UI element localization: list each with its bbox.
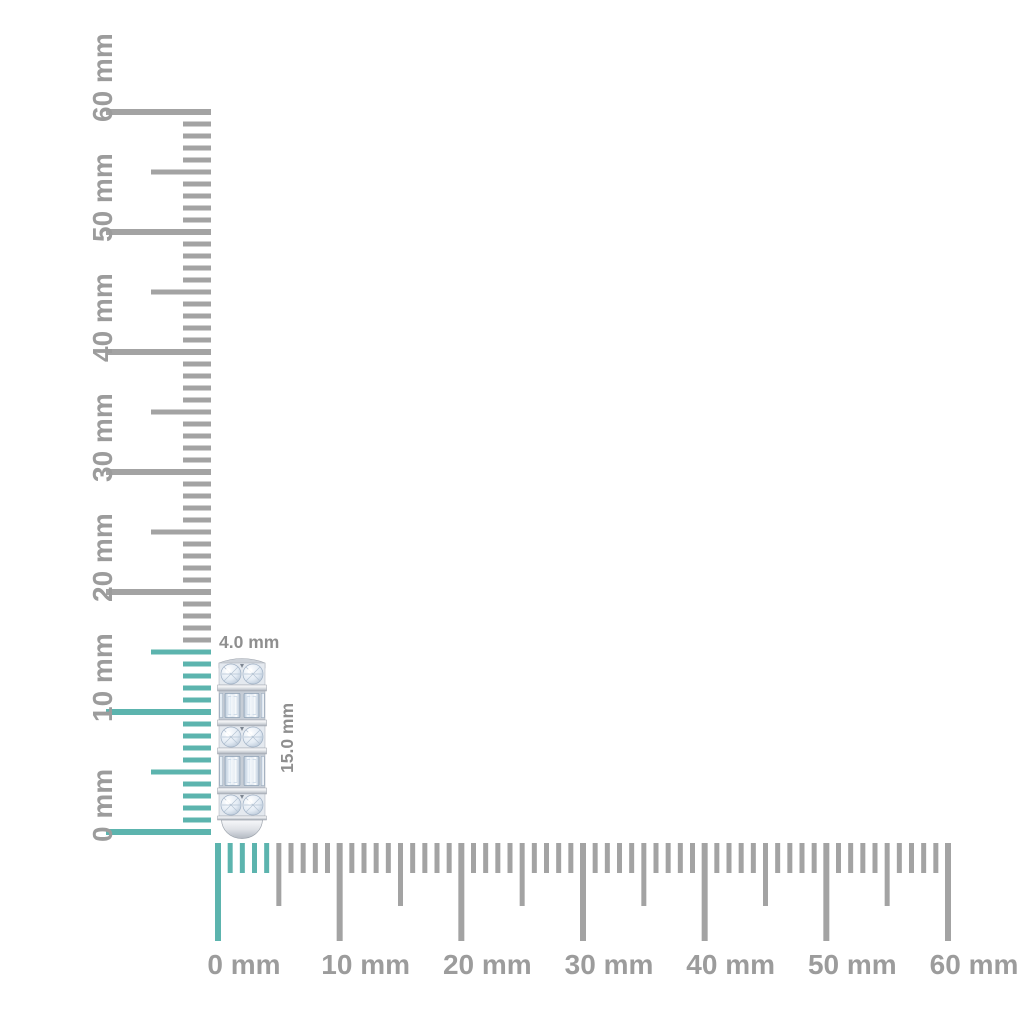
ruler-label: 60 mm — [87, 33, 118, 122]
product-image-ring — [217, 658, 267, 839]
metal-rail — [217, 815, 267, 821]
baguette-diamond-row — [218, 753, 266, 789]
round-diamond-row — [218, 793, 266, 817]
vertical-ruler: 0 mm 10 mm 20 mm 30 mm 40 mm 50 mm 60 mm — [87, 33, 211, 842]
baguette-diamond-row — [218, 690, 266, 721]
ruler-label: 30 mm — [565, 949, 654, 980]
ruler-label: 10 mm — [321, 949, 410, 980]
horizontal-ruler: 0 mm 10 mm 20 mm 30 mm 40 mm 50 mm 60 mm — [207, 843, 1018, 980]
ruler-label: 50 mm — [808, 949, 897, 980]
ruler-label: 0 mm — [87, 769, 118, 842]
metal-rail — [217, 684, 267, 692]
ruler-label: 10 mm — [87, 633, 118, 722]
ruler-label: 50 mm — [87, 153, 118, 242]
metal-rail — [217, 719, 267, 727]
ruler-label: 20 mm — [443, 949, 532, 980]
ruler-label: 40 mm — [87, 273, 118, 362]
width-dimension-label: 4.0 mm — [219, 632, 279, 652]
ruler-label: 0 mm — [207, 949, 280, 980]
metal-rail — [217, 747, 267, 755]
ring-shank — [221, 819, 263, 839]
metal-rail — [217, 787, 267, 795]
ruler-label: 40 mm — [686, 949, 775, 980]
ruler-label: 60 mm — [930, 949, 1019, 980]
round-diamond-row — [218, 725, 266, 749]
height-dimension-label: 15.0 mm — [277, 703, 297, 773]
round-diamond-row — [218, 662, 266, 686]
ruler-label: 20 mm — [87, 513, 118, 602]
ruler-label: 30 mm — [87, 393, 118, 482]
